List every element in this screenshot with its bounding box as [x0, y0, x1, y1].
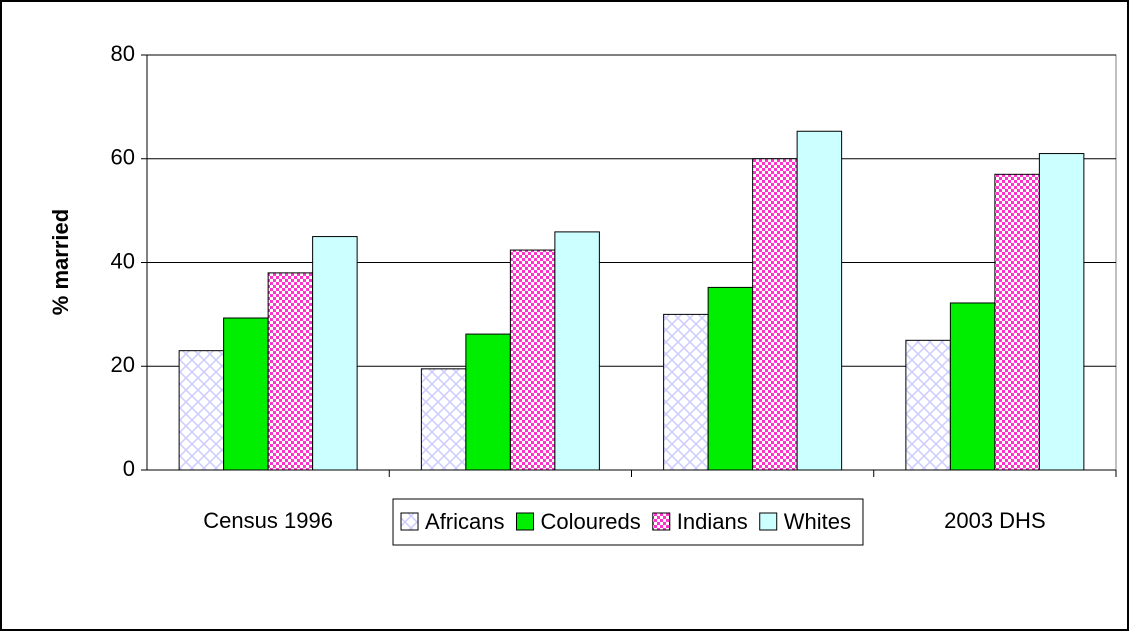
bar — [949, 302, 996, 471]
y-tick-label: 40 — [111, 248, 135, 273]
legend-swatch — [516, 512, 534, 531]
bar — [707, 286, 754, 471]
y-tick-label: 0 — [123, 456, 135, 481]
x-tick-label: 2003 DHS — [944, 508, 1046, 533]
bar — [994, 173, 1040, 471]
y-tick-label: 80 — [111, 41, 135, 66]
bar — [223, 317, 269, 471]
legend-label: Indians — [677, 509, 748, 534]
y-tick-label: 60 — [111, 145, 135, 170]
legend-label: Africans — [425, 509, 504, 534]
bar — [796, 130, 843, 471]
bar — [178, 350, 225, 471]
bar — [663, 313, 709, 471]
legend-label: Coloureds — [541, 509, 641, 534]
bar — [905, 339, 951, 471]
x-tick-label: Census 1996 — [203, 508, 333, 533]
legend-swatch — [759, 512, 778, 531]
bar — [509, 249, 556, 471]
y-axis-label: % married — [48, 209, 73, 315]
bar — [1038, 153, 1085, 471]
legend-swatch — [400, 512, 419, 531]
bar — [554, 231, 600, 471]
y-tick-label: 20 — [111, 352, 135, 377]
legend: Africans Coloureds Indians Whites — [400, 509, 851, 534]
bar — [420, 368, 467, 471]
bar — [312, 236, 358, 471]
legend-swatch — [652, 512, 671, 531]
legend-label: Whites — [784, 509, 851, 534]
bar — [267, 272, 314, 471]
legend-box — [392, 498, 864, 546]
bar — [465, 333, 511, 471]
bar — [752, 158, 798, 471]
